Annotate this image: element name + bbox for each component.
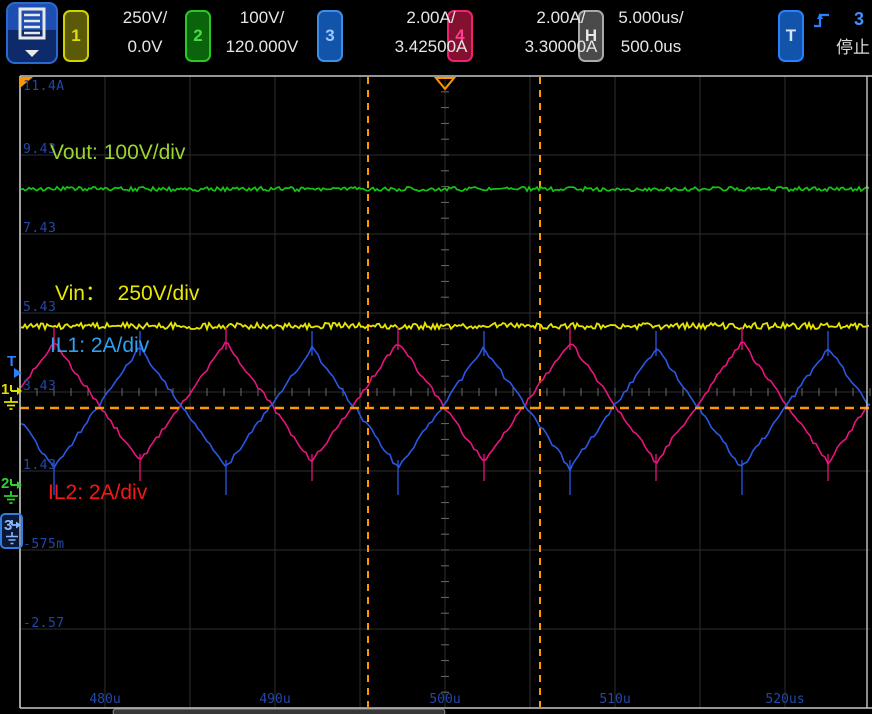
channel-3-arrow-icon bbox=[11, 520, 21, 529]
trace-il2 bbox=[20, 341, 871, 466]
channel-1-scale: 250V/ bbox=[122, 8, 168, 27]
channel-2-badge[interactable]: 2 bbox=[185, 10, 211, 62]
channel-4-scale: 2.00A/ bbox=[536, 8, 586, 27]
channel-3-readout[interactable]: 2.00A/ 3.42500A bbox=[373, 0, 489, 70]
horizontal-readout[interactable]: 5.000us/ 500.0us bbox=[593, 0, 709, 70]
trace-vout bbox=[20, 185, 870, 193]
horizontal-badge[interactable]: H bbox=[578, 10, 604, 62]
il1-annotation: IL1: 2A/div bbox=[50, 334, 150, 357]
channel-3-badge[interactable]: 3 bbox=[317, 10, 343, 62]
time-label: 490u bbox=[259, 692, 291, 707]
channel-2-ground-marker[interactable]: 2 bbox=[1, 475, 10, 492]
channel-2-arrow-icon bbox=[10, 479, 22, 489]
axis-label: 3.43 bbox=[23, 379, 57, 394]
channel-1-readout[interactable]: 250V/ 0.0V bbox=[87, 0, 203, 70]
menu-list-icon bbox=[18, 7, 46, 57]
axis-label: 11.4A bbox=[23, 79, 65, 94]
buffer-position-indicator[interactable] bbox=[112, 708, 446, 714]
channel-2-readout[interactable]: 100V/ 120.000V bbox=[204, 0, 320, 70]
axis-label: -2.57 bbox=[23, 616, 65, 631]
trigger-time-marker-icon[interactable] bbox=[433, 77, 457, 91]
channel-1-offset: 0.0V bbox=[127, 37, 163, 56]
il2-annotation: IL2: 2A/div bbox=[48, 481, 148, 504]
sweep-reference-corner-icon bbox=[20, 77, 33, 88]
channel-1-ground-icon bbox=[4, 397, 18, 410]
channel-1-ground-marker[interactable]: 1 bbox=[1, 381, 10, 398]
channel-2-ground-icon bbox=[4, 491, 18, 504]
menu-button[interactable] bbox=[6, 2, 58, 64]
channel-4-offset: 3.30000A bbox=[524, 37, 598, 56]
time-label: 510u bbox=[599, 692, 631, 707]
vout-annotation: Vout: 100V/div bbox=[50, 141, 186, 164]
trace-vin bbox=[20, 320, 870, 332]
axis-label: 9.43 bbox=[23, 142, 57, 157]
timebase-scale: 5.000us/ bbox=[618, 8, 684, 27]
axis-label: 7.43 bbox=[23, 221, 57, 236]
channel-1-badge[interactable]: 1 bbox=[63, 10, 89, 62]
trigger-status-label: 停止 bbox=[836, 38, 870, 57]
vin-annotation: Vin： 250V/div bbox=[55, 282, 200, 305]
channel-1-arrow-icon bbox=[10, 385, 22, 395]
trigger-badge[interactable]: T bbox=[778, 10, 804, 62]
trigger-level-marker[interactable]: T bbox=[7, 353, 17, 370]
trigger-level-arrow-icon bbox=[14, 368, 22, 378]
time-label: 520us bbox=[765, 692, 805, 707]
axis-label: -575m bbox=[23, 537, 65, 552]
channel-2-scale: 100V/ bbox=[239, 8, 285, 27]
trigger-source-label: 3 bbox=[854, 9, 865, 29]
trace-il1 bbox=[20, 344, 871, 473]
channel-2-offset: 120.000V bbox=[225, 37, 299, 56]
channel-3-ground-icon bbox=[6, 532, 18, 545]
time-label: 500u bbox=[429, 692, 461, 707]
channel-4-readout[interactable]: 2.00A/ 3.30000A bbox=[503, 0, 619, 70]
rising-edge-trigger-icon bbox=[814, 13, 829, 28]
channel-3-ground-marker-box[interactable]: 3 bbox=[0, 513, 23, 549]
channel-3-ground-marker: 3 bbox=[4, 517, 13, 534]
channel-3-offset: 3.42500A bbox=[394, 37, 468, 56]
timebase-delay: 500.0us bbox=[620, 37, 682, 56]
time-label: 480u bbox=[89, 692, 121, 707]
channel-4-badge[interactable]: 4 bbox=[447, 10, 473, 62]
axis-label: 5.43 bbox=[23, 300, 57, 315]
chevron-down-icon bbox=[25, 50, 39, 57]
axis-label: 1.43 bbox=[23, 458, 57, 473]
channel-3-scale: 2.00A/ bbox=[406, 8, 456, 27]
